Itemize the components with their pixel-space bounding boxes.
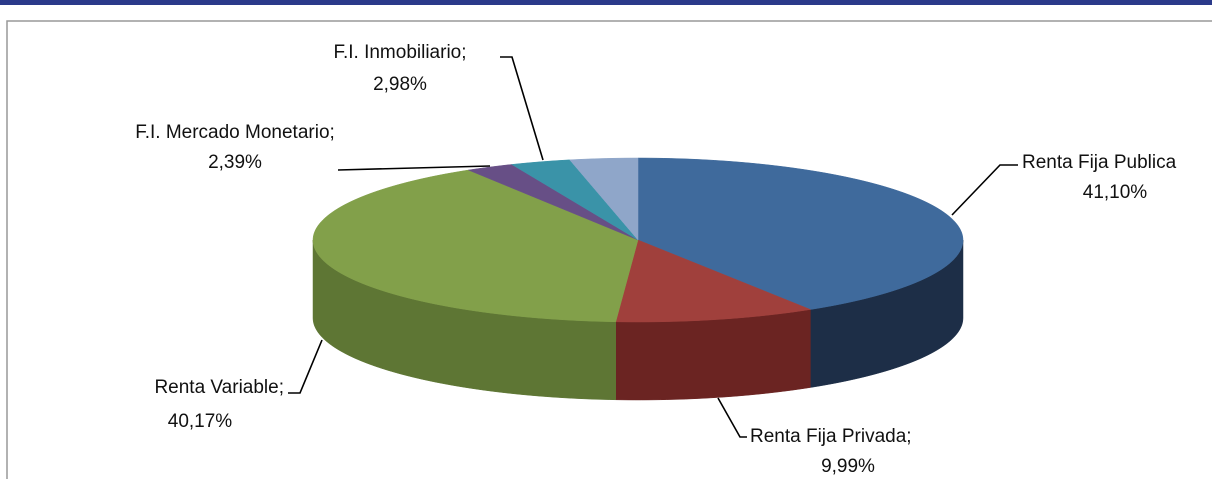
chart-frame (6, 20, 1212, 479)
slice (569, 157, 639, 241)
slice-label: F.I. Mercado Monetario; (135, 122, 335, 143)
slice (312, 169, 639, 323)
top-bar (0, 0, 1212, 5)
leader-line (951, 164, 1018, 216)
slice-side (615, 309, 811, 401)
slice (510, 159, 639, 241)
slice (637, 157, 964, 310)
value-label: 41,10% (1083, 182, 1148, 203)
value-label: 2,98% (373, 74, 427, 95)
slice-label: F.I. Inmobiliario; (333, 42, 466, 63)
value-label: 40,17% (168, 411, 233, 432)
slice-label: Renta Fija Privada; (750, 426, 912, 447)
slice (467, 164, 639, 241)
leader-line (717, 397, 747, 438)
leader-line (337, 165, 491, 171)
leader-line (500, 56, 544, 161)
slice (615, 239, 812, 323)
slice-label: Renta Fija Publica (1022, 152, 1177, 173)
slice-label: Renta Variable; (154, 377, 284, 398)
leader-line (288, 339, 323, 394)
value-label: 2,39% (208, 152, 262, 173)
value-label: 9,99% (821, 456, 875, 477)
